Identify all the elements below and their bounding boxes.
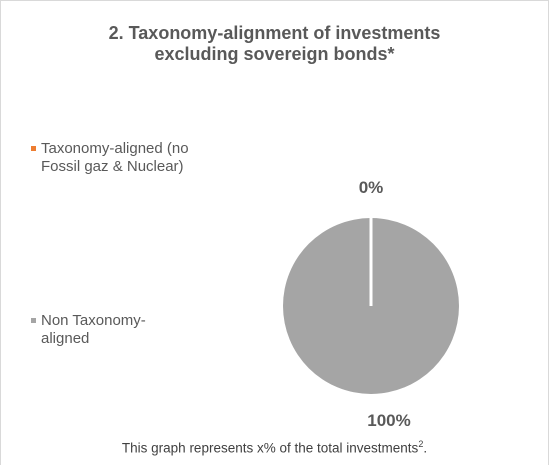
legend-marker-non-taxonomy-aligned [31,318,36,323]
chart-title-line1: 2. Taxonomy-alignment of investments [108,23,441,43]
pie-chart [271,206,471,406]
data-label-non-taxonomy-aligned: 100% [367,411,411,430]
footnote: This graph represents x% of the total in… [1,439,548,456]
data-label-taxonomy-aligned: 0% [358,178,384,197]
legend-label-taxonomy-aligned: Taxonomy-aligned (no Fossil gaz & Nuclea… [41,140,271,176]
chart-title: 2. Taxonomy-alignment of investments exc… [1,23,548,65]
legend-label-line1: Non Taxonomy- [41,312,146,329]
chart-title-line2: excluding sovereign bonds* [154,44,395,64]
footnote-end: . [423,440,428,456]
footnote-superscript: 2 [418,439,424,449]
footnote-text: This graph represents x% of the total in… [121,440,419,456]
legend-marker-taxonomy-aligned [31,146,36,151]
legend-label-line1: Taxonomy-aligned (no [41,140,189,157]
legend-label-line2: aligned [41,330,90,347]
legend-label-non-taxonomy-aligned: Non Taxonomy- aligned [41,312,271,348]
pie-svg [283,217,459,394]
legend-label-line2: Fossil gaz & Nuclear) [41,158,184,175]
